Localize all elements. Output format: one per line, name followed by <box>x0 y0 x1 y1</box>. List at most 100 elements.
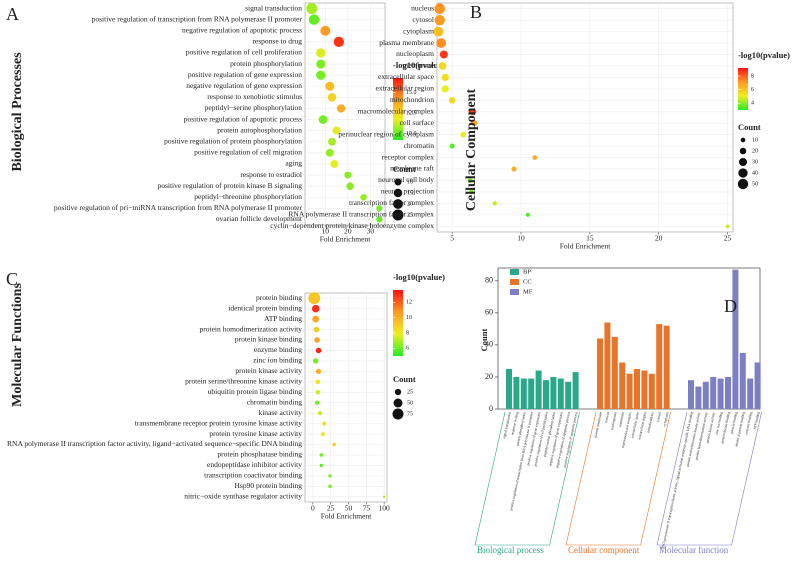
bubble <box>471 120 478 127</box>
category-label: positive regulation of protein kinase B … <box>157 181 302 190</box>
category-label: cytosol <box>412 15 434 24</box>
bubble <box>439 50 448 59</box>
bubble <box>469 189 474 195</box>
colorbar-tick-label: 10.0 <box>406 131 417 137</box>
bubble <box>325 81 335 91</box>
x-tick-label: 10 <box>322 227 330 236</box>
category-label: negative regulation of gene expression <box>186 81 302 90</box>
colorbar-tick-label: 6 <box>751 87 754 93</box>
bubble <box>332 442 337 447</box>
size-legend-title: Count <box>393 374 416 384</box>
size-legend-dot <box>394 388 402 396</box>
bar <box>641 370 648 409</box>
bubble <box>330 159 339 168</box>
x-tick-label: 5 <box>450 234 454 243</box>
category-label: chromatin binding <box>247 397 302 406</box>
x-tick-label: 75 <box>363 504 371 513</box>
bar <box>626 373 633 409</box>
group-label: Biological process <box>477 545 544 555</box>
bubble <box>308 14 320 25</box>
x-tick-label: extracellular space <box>630 411 640 438</box>
category-label: identical protein binding <box>228 303 302 312</box>
bubble <box>336 104 346 113</box>
bar <box>543 380 549 409</box>
bar <box>739 352 746 409</box>
size-legend-dot <box>740 137 746 143</box>
bubble <box>376 216 383 223</box>
bar <box>619 362 626 409</box>
bubble <box>325 148 334 157</box>
category-label: ATP binding <box>264 314 302 323</box>
x-tick-label: protein kinase binding <box>720 411 731 443</box>
size-legend-dot <box>738 168 748 178</box>
x-tick-label: zinc ion binding <box>715 411 724 435</box>
x-tick-label: ATP binding <box>753 411 761 430</box>
category-label: protein tyrosine kinase activity <box>209 429 302 438</box>
size-legend-dot <box>394 178 402 186</box>
bubble <box>306 3 318 15</box>
bar <box>695 386 702 409</box>
legend-label: CC <box>523 278 532 285</box>
x-tick-label: membrane <box>618 411 625 427</box>
x-tick-label: 10 <box>517 234 525 243</box>
bubble <box>436 38 447 48</box>
size-legend-dot <box>392 209 404 221</box>
category-label: peptidyl−threonine phosphorylation <box>194 192 302 201</box>
group-bracket <box>656 411 762 546</box>
bubble <box>434 3 446 15</box>
size-legend-dot <box>738 157 748 167</box>
x-tick-label: 100 <box>379 504 391 513</box>
bar <box>528 378 535 409</box>
bar <box>506 368 512 409</box>
colorbar-title: -log10(pvalue) <box>738 50 790 60</box>
x-tick-label: identical protein binding <box>734 411 745 447</box>
category-label: protein serine/threonine kinase activity <box>185 377 302 386</box>
colorbar <box>393 78 403 140</box>
colorbar-tick-label: 15.0 <box>406 90 417 96</box>
category-label: cyclin−dependent protein kinase holoenzy… <box>270 221 434 230</box>
bubble <box>314 400 320 405</box>
category-label: nucleus <box>411 3 434 12</box>
x-tick-label: macromolecular complex <box>621 411 633 448</box>
x-axis-label: Fold Enrichment <box>320 235 372 244</box>
bubble <box>314 337 320 343</box>
bar <box>520 378 527 409</box>
category-label: protein binding <box>256 293 302 302</box>
colorbar-tick-label: 12 <box>406 300 412 306</box>
size-legend-dot <box>393 188 403 198</box>
x-tick-label: 15 <box>586 234 594 243</box>
bubble <box>344 171 352 179</box>
bubble <box>311 304 320 313</box>
x-tick-label: 0 <box>311 504 315 513</box>
category-label: negative regulation of apoptotic process <box>182 25 302 34</box>
category-label: protein kinase binding <box>235 335 302 344</box>
bubble <box>492 201 498 206</box>
x-tick-label: enzyme binding <box>744 411 753 435</box>
category-label: ubiquitin protein ligase binding <box>208 387 303 396</box>
y-tick-label: 0 <box>489 404 493 413</box>
category-label: signal transduction <box>245 3 302 12</box>
panel-letter: D <box>724 296 737 316</box>
size-legend-label: 75 <box>407 411 413 417</box>
size-legend-dot <box>393 398 403 408</box>
category-label: transcription factor complex <box>349 198 434 207</box>
bar <box>663 325 670 409</box>
category-label: ovarian follicle development <box>216 214 303 223</box>
bar <box>557 378 564 409</box>
bubble <box>449 143 455 149</box>
colorbar-tick-label: 6 <box>406 346 409 352</box>
colorbar-title: -log10(pvalue) <box>393 60 445 70</box>
category-label: kinase activity <box>258 408 302 417</box>
bubble <box>313 358 319 364</box>
bar <box>732 269 739 409</box>
size-legend-label: 40 <box>752 170 758 176</box>
category-label: protein homodimerization activity <box>200 324 303 333</box>
y-tick-label: 80 <box>485 276 493 285</box>
bubble <box>532 155 538 160</box>
size-legend-title: Count <box>393 164 416 174</box>
category-label: positive regulation of pri−miRNA transcr… <box>54 203 303 212</box>
bubble <box>315 347 322 354</box>
category-label: extracellular region <box>375 84 434 93</box>
bubble <box>346 182 354 190</box>
